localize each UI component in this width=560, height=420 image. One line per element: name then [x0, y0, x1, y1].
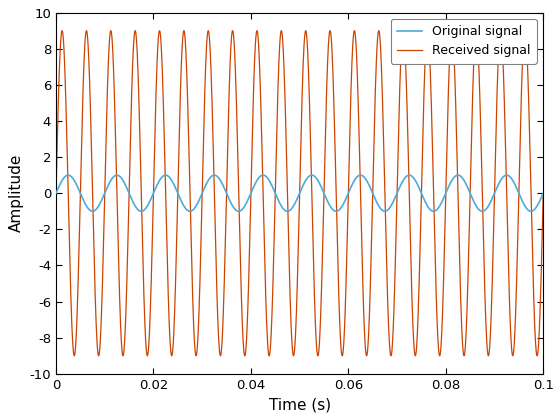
X-axis label: Time (s): Time (s)	[269, 397, 330, 412]
Original signal	[345, 191, 352, 196]
Original signal	[416, 186, 423, 192]
Original signal	[53, 191, 59, 196]
Received signal	[461, 353, 468, 358]
Original signal	[141, 207, 148, 212]
Original signal	[453, 173, 460, 178]
Received signal	[540, 195, 547, 200]
Received signal	[400, 28, 407, 33]
Received signal	[416, 265, 423, 270]
Original signal	[370, 192, 376, 197]
Original signal	[65, 173, 72, 178]
Received signal	[239, 316, 245, 321]
Original signal	[239, 207, 246, 212]
Legend: Original signal, Received signal: Original signal, Received signal	[391, 19, 537, 63]
Line: Received signal: Received signal	[56, 31, 543, 356]
Received signal	[345, 199, 352, 204]
Line: Original signal: Original signal	[56, 175, 543, 211]
Y-axis label: Amplitude: Amplitude	[9, 154, 24, 232]
Original signal	[89, 209, 96, 214]
Received signal	[53, 191, 59, 196]
Received signal	[370, 186, 376, 192]
Original signal	[540, 191, 547, 196]
Received signal	[453, 135, 460, 140]
Received signal	[141, 310, 148, 315]
